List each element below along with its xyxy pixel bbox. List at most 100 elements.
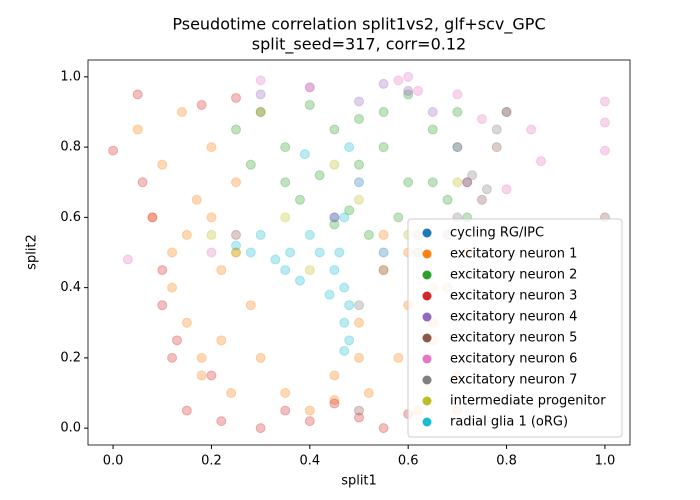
- point: [427, 177, 438, 188]
- point: [363, 229, 374, 240]
- point: [245, 159, 256, 170]
- point: [491, 142, 502, 153]
- legend-marker: [422, 291, 432, 301]
- point: [304, 82, 315, 93]
- point: [280, 388, 291, 399]
- chart-title: Pseudotime correlation split1vs2, glf+sc…: [172, 15, 545, 35]
- legend-label: excitatory neuron 4: [450, 310, 577, 325]
- point: [245, 300, 256, 311]
- point: [255, 229, 266, 240]
- point: [324, 289, 335, 300]
- axes-frame: [87, 59, 631, 446]
- x-tick-label: 0.6: [398, 454, 419, 469]
- point: [334, 247, 345, 258]
- point: [344, 142, 355, 153]
- legend-marker: [422, 249, 432, 259]
- x-tick-label: 1.0: [595, 454, 616, 469]
- point: [378, 247, 389, 258]
- point: [191, 194, 202, 205]
- point: [172, 335, 183, 346]
- point: [329, 265, 340, 276]
- point: [403, 89, 414, 100]
- legend-label: radial glia 1 (oRG): [450, 415, 568, 430]
- legend-marker: [422, 333, 432, 343]
- point: [339, 345, 350, 356]
- point: [452, 106, 463, 117]
- point: [427, 124, 438, 135]
- point: [481, 184, 492, 195]
- point: [403, 85, 414, 96]
- point: [467, 170, 478, 181]
- point: [354, 96, 364, 107]
- point: [304, 99, 315, 110]
- point: [452, 142, 463, 153]
- x-axis-label: split1: [341, 474, 377, 489]
- point: [442, 194, 453, 205]
- point: [452, 177, 463, 188]
- point: [378, 106, 389, 117]
- legend-marker: [422, 417, 432, 427]
- point: [255, 106, 266, 117]
- point: [354, 177, 364, 188]
- point: [329, 159, 340, 170]
- point: [329, 395, 340, 406]
- point: [132, 124, 143, 135]
- point: [216, 416, 227, 427]
- point: [285, 247, 296, 258]
- legend-marker: [422, 270, 432, 280]
- point: [378, 142, 389, 153]
- point: [181, 229, 192, 240]
- y-tick-label: 0.0: [60, 421, 81, 436]
- chart-subtitle: split_seed=317, corr=0.12: [252, 35, 466, 55]
- point: [280, 142, 291, 153]
- point: [147, 212, 158, 223]
- legend-label: excitatory neuron 3: [450, 289, 577, 304]
- point: [167, 282, 178, 293]
- legend-label: excitatory neuron 5: [450, 331, 577, 346]
- point: [535, 156, 546, 167]
- x-tick-label: 0.2: [201, 454, 222, 469]
- legend-marker: [422, 354, 432, 364]
- point: [339, 282, 350, 293]
- legend-label: excitatory neuron 6: [450, 352, 577, 367]
- point: [231, 247, 242, 258]
- point: [354, 194, 364, 205]
- y-tick-label: 0.2: [60, 350, 81, 365]
- y-tick-label: 0.4: [60, 280, 81, 295]
- point: [329, 212, 340, 223]
- point: [339, 212, 350, 223]
- point: [393, 75, 404, 86]
- point: [363, 388, 374, 399]
- point: [181, 405, 192, 416]
- point: [329, 219, 340, 230]
- point: [231, 92, 242, 103]
- point: [181, 317, 192, 328]
- point: [167, 352, 178, 363]
- point: [216, 265, 227, 276]
- point: [329, 398, 340, 409]
- point: [176, 106, 187, 117]
- point: [452, 142, 463, 153]
- point: [354, 114, 364, 125]
- legend-box: [407, 218, 623, 438]
- point: [122, 254, 133, 265]
- point: [501, 106, 512, 117]
- point: [231, 124, 242, 135]
- point: [491, 124, 502, 135]
- point: [378, 265, 389, 276]
- point: [354, 405, 364, 416]
- point: [231, 229, 242, 240]
- point: [501, 106, 512, 117]
- point: [206, 247, 217, 258]
- point: [403, 177, 414, 188]
- point: [329, 124, 340, 135]
- point: [280, 265, 291, 276]
- legend-label: excitatory neuron 1: [450, 247, 577, 262]
- legend-label: excitatory neuron 2: [450, 268, 577, 283]
- legend-marker: [422, 312, 432, 322]
- point: [157, 265, 168, 276]
- point: [137, 177, 148, 188]
- point: [378, 229, 389, 240]
- point: [476, 194, 487, 205]
- point: [304, 405, 315, 416]
